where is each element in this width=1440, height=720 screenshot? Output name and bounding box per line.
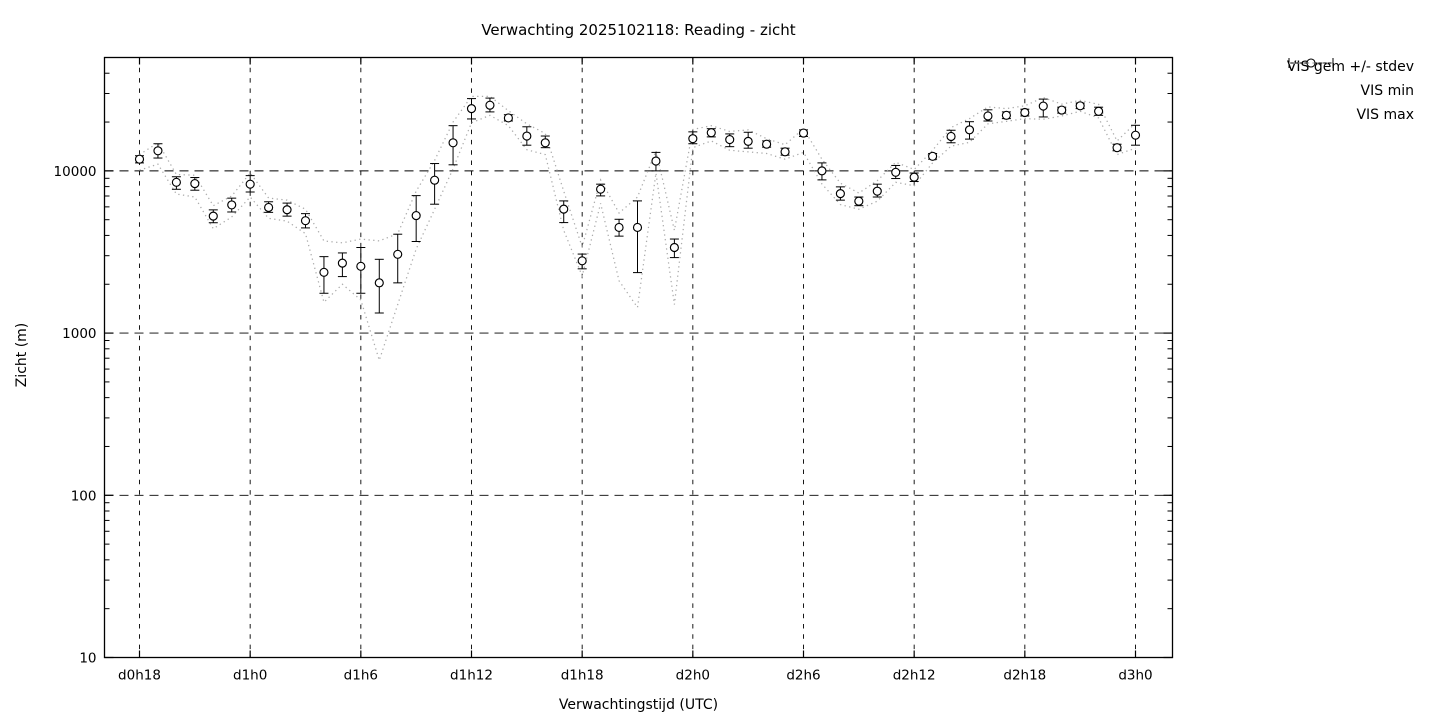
data-point xyxy=(319,256,329,294)
data-point xyxy=(596,183,606,197)
data-point xyxy=(1112,143,1122,153)
data-point xyxy=(817,162,827,181)
y-axis-title: Zicht (m) xyxy=(14,322,30,388)
data-point xyxy=(559,200,569,224)
errorbar-sample-icon xyxy=(1288,58,1334,68)
data-point xyxy=(1075,101,1085,111)
legend-label: VIS max xyxy=(1356,107,1414,123)
data-point xyxy=(466,98,477,120)
legend-item-vis-gem: VIS gem +/- stdev xyxy=(1287,55,1422,79)
svg-text:100: 100 xyxy=(71,488,97,504)
svg-text:d2h0: d2h0 xyxy=(676,668,710,684)
svg-text:d2h12: d2h12 xyxy=(893,668,936,684)
data-point xyxy=(798,128,809,138)
data-point xyxy=(946,129,956,144)
svg-text:d1h12: d1h12 xyxy=(450,668,493,684)
svg-text:1000: 1000 xyxy=(62,326,96,342)
data-point xyxy=(762,139,772,149)
data-point xyxy=(171,176,181,190)
vis-gem-errorbars xyxy=(134,97,1141,314)
svg-text:d3h0: d3h0 xyxy=(1118,668,1152,684)
data-point xyxy=(337,252,347,278)
data-point xyxy=(854,196,864,207)
data-point xyxy=(540,135,550,149)
data-point xyxy=(190,177,200,191)
data-point xyxy=(393,233,403,284)
data-point xyxy=(485,97,495,113)
data-point xyxy=(430,163,440,205)
data-point xyxy=(964,121,975,140)
data-point xyxy=(928,151,938,161)
data-point xyxy=(835,186,845,201)
plot-frame xyxy=(103,56,1174,659)
data-point xyxy=(411,195,421,242)
data-point xyxy=(1038,98,1048,118)
data-point xyxy=(577,253,587,270)
x-axis-title: Verwachtingstijd (UTC) xyxy=(558,697,719,713)
svg-text:d1h0: d1h0 xyxy=(233,668,267,684)
dotted-line-sample-icon xyxy=(1288,62,1333,64)
data-point xyxy=(688,131,698,145)
data-point xyxy=(134,154,145,164)
data-point xyxy=(632,200,643,274)
data-point xyxy=(300,213,311,229)
chart-title: Verwachting 2025102118: Reading - zicht xyxy=(481,21,796,39)
data-point xyxy=(503,113,513,123)
svg-text:10000: 10000 xyxy=(54,164,97,180)
data-point xyxy=(448,125,458,166)
data-point xyxy=(651,151,661,172)
data-point xyxy=(1130,124,1141,146)
legend: VIS gem +/- stdev VIS min VIS max xyxy=(1287,55,1422,127)
svg-text:d1h18: d1h18 xyxy=(561,668,604,684)
data-point xyxy=(780,147,790,157)
data-point xyxy=(153,143,163,159)
legend-item-vis-min: VIS min xyxy=(1287,62,1422,103)
legend-item-vis-max: VIS max xyxy=(1287,62,1422,127)
data-point xyxy=(1020,107,1030,118)
min-max-envelope xyxy=(139,95,1136,363)
data-point xyxy=(522,126,532,146)
data-point xyxy=(374,258,384,314)
data-point xyxy=(743,131,753,149)
gridlines xyxy=(104,57,1173,658)
legend-label: VIS min xyxy=(1360,83,1414,99)
data-point xyxy=(227,197,237,213)
data-point xyxy=(282,202,292,217)
svg-text:10: 10 xyxy=(79,651,96,667)
axis-ticks-and-labels: 10 100 1000 10000 d0h18 d1h0 d1h6 d1h12 d1h18 d2h… xyxy=(54,57,1173,684)
data-point xyxy=(706,128,716,138)
svg-text:d2h6: d2h6 xyxy=(786,668,820,684)
data-point xyxy=(1094,106,1104,116)
data-point xyxy=(983,109,993,122)
data-point xyxy=(669,238,679,259)
vis-max-line xyxy=(139,95,1136,250)
data-point xyxy=(1001,110,1011,120)
data-point xyxy=(891,164,901,180)
data-point xyxy=(1057,105,1067,115)
data-point xyxy=(872,183,882,198)
data-point xyxy=(208,209,218,224)
data-point xyxy=(725,133,735,148)
svg-text:d2h18: d2h18 xyxy=(1003,668,1046,684)
data-point xyxy=(614,218,624,237)
svg-text:d0h18: d0h18 xyxy=(118,668,161,684)
data-point xyxy=(909,172,919,183)
data-point xyxy=(356,246,366,294)
svg-text:d1h6: d1h6 xyxy=(344,668,378,684)
data-point xyxy=(264,201,274,213)
data-point xyxy=(245,175,255,193)
